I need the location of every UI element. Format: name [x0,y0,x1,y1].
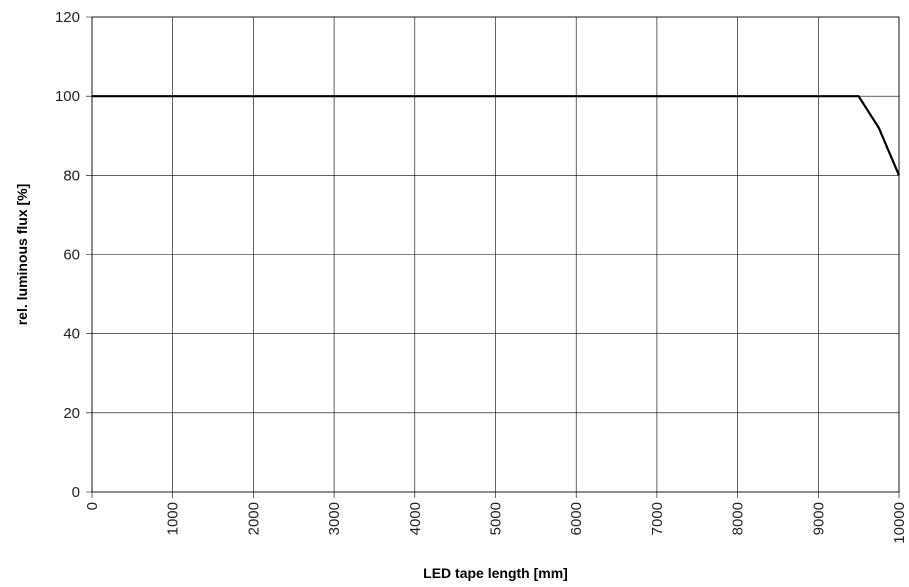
y-tick-label: 20 [63,405,80,422]
x-tick-label: 8000 [730,502,747,535]
x-axis-title: LED tape length [mm] [423,565,568,581]
x-tick-label: 3000 [326,502,343,535]
x-axis-ticks: 0 1000 2000 3000 4000 5000 6000 7000 8000 9000 100… [84,502,908,544]
y-tick-label: 60 [63,247,80,264]
x-tick-label: 6000 [568,502,585,535]
y-axis-title: rel. luminous flux [%] [14,184,30,326]
y-tick-label: 120 [55,9,80,26]
grid [86,16,900,498]
y-tick-label: 100 [55,88,80,105]
x-tick-label: 5000 [488,502,505,535]
x-tick-label: 7000 [649,502,666,535]
y-tick-label: 80 [63,167,80,184]
x-tick-label: 10000 [891,502,908,544]
x-tick-label: 9000 [810,502,827,535]
y-tick-label: 40 [63,326,80,343]
series [92,95,901,176]
y-axis-ticks: 0 20 40 60 80 100 120 [55,9,80,501]
x-tick-label: 4000 [407,502,424,535]
x-tick-label: 1000 [165,502,182,535]
x-tick-label: 2000 [245,502,262,535]
series-line [92,95,901,176]
plot-frame [91,16,900,493]
y-tick-label: 0 [72,484,80,501]
x-tick-label: 0 [84,502,101,510]
